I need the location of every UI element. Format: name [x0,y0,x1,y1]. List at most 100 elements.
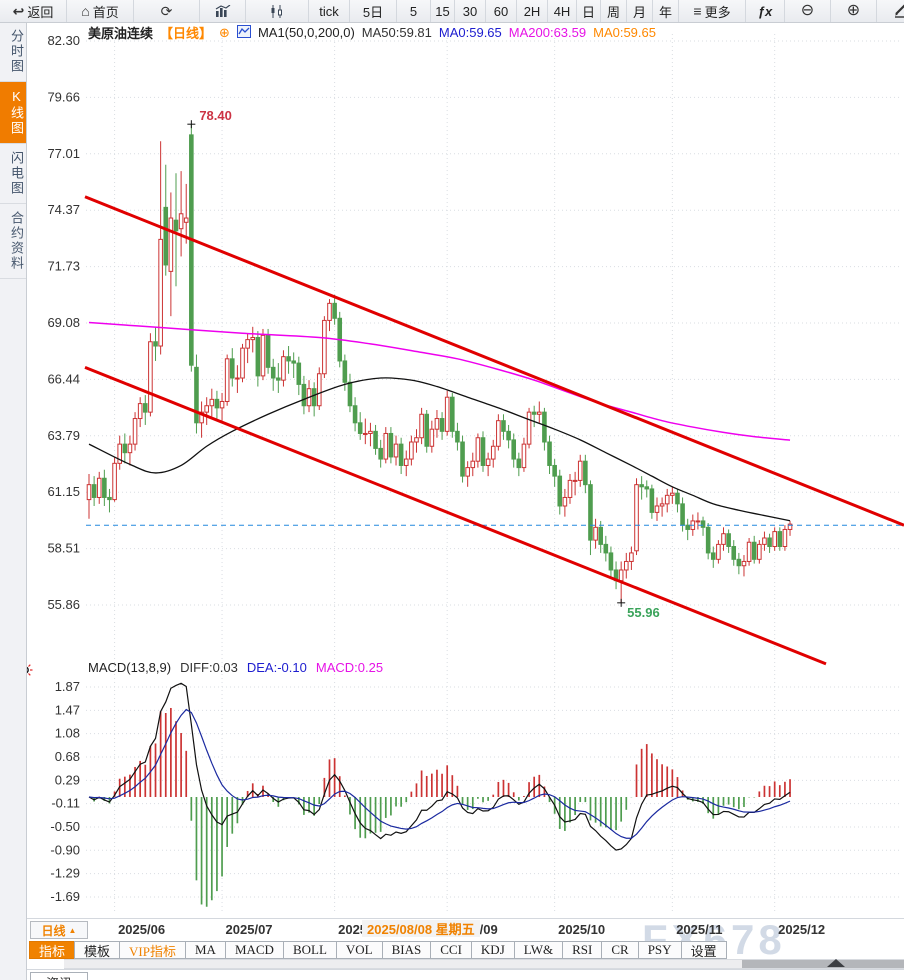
indicator-tabs: 指标 模板 VIP指标 MA MACD BOLL VOL BIAS CCI KDJ LW& RSI CR… [29,941,727,959]
period-label: 【日线】 [160,26,213,41]
svg-text:55.86: 55.86 [47,597,80,612]
svg-text:61.15: 61.15 [47,484,80,499]
xaxis-label: 2025/11 [676,922,723,937]
date-tooltip: 2025/08/08 星期五 [362,920,480,937]
sidebar-item-分时图[interactable]: 分时图 [0,22,26,82]
toolbar-pencil[interactable] [877,0,904,22]
news-tab[interactable]: 资讯 [30,972,88,980]
bottom-bar: 资讯 [0,969,904,980]
period-selector[interactable]: 日线 ▲ [30,921,88,939]
svg-text:74.37: 74.37 [47,202,80,217]
top-toolbar: ↩ 返回 ⌂ 首页 ⟳ tick 5日 5 15 30 60 2H 4H 日周月年 ≡ 更多 ƒx ⊖ ⊕ [0,0,904,23]
svg-text:-0.11: -0.11 [51,796,80,811]
toolbar-home[interactable]: ⌂ 首页 [67,0,134,22]
toolbar-button-tick[interactable]: tick [309,0,350,22]
toolbar-label: 30 [462,3,478,19]
ma0-orange-value: MA0:59.65 [593,25,656,40]
tab-MA[interactable]: MA [184,941,226,959]
toolbar-button-5[interactable]: 5 [397,0,431,22]
lower-trendline [84,365,827,666]
svg-text:1.47: 1.47 [55,702,80,717]
toolbar-button-2H[interactable]: 2H [517,0,548,22]
tab-KDJ[interactable]: KDJ [470,941,515,959]
ma0-blue-value: MA0:59.65 [438,25,502,40]
toolbar-button-年[interactable]: 年 [653,0,679,22]
ma200-line [88,321,791,441]
svg-text:71.73: 71.73 [47,259,80,274]
svg-text:0.29: 0.29 [55,772,80,787]
toolbar-button-15[interactable]: 15 [431,0,455,22]
axis-labels: 82.30 79.66 77.01 74.37 71.73 69.08 66.44 63.79… [47,33,80,904]
diff-value: DIFF:0.03 [180,660,238,675]
macd-params-label[interactable]: MACD(13,8,9) [88,660,172,675]
sidebar-item-K线图[interactable]: K线图 [0,82,26,144]
candles [86,124,793,603]
toolbar-label: 15 [435,3,450,19]
svg-text:-0.90: -0.90 [50,842,80,857]
scrollbar-thumb[interactable] [742,960,904,968]
refresh-icon: ⟳ [160,3,173,19]
toolbar-candlestick[interactable] [246,0,309,22]
toolbar-button-4H[interactable]: 4H [548,0,577,22]
toolbar-refresh[interactable]: ⟳ [134,0,200,22]
ma-settings[interactable]: MA1(50,0,200,0) [257,25,355,40]
collapse-arrow-icon[interactable] [827,959,845,967]
toolbar-zoom-out[interactable]: ⊖ [785,0,831,22]
gridlines [86,34,902,912]
tab-PSY[interactable]: PSY [637,941,682,959]
main-chart[interactable]: 78.40 55.96 82.30 79.66 77.01 74.37 71.73 69.08… [0,0,904,918]
tab-RSI[interactable]: RSI [562,941,603,959]
toolbar-label: 4H [553,3,571,19]
svg-text:63.79: 63.79 [47,428,80,443]
toolbar-button-5日[interactable]: 5日 [350,0,397,22]
toolbar-area-chart[interactable] [200,0,246,22]
horizontal-scrollbar[interactable] [64,959,904,969]
toolbar-fx[interactable]: ƒx [746,0,785,22]
tab-设置[interactable]: 设置 [680,941,727,959]
diff-line [88,682,791,851]
menu-icon: ≡ [693,3,702,19]
add-indicator-icon[interactable]: ⊕ [219,24,230,40]
svg-text:77.01: 77.01 [47,146,80,161]
toolbar-button-日[interactable]: 日 [577,0,601,22]
tab-CCI[interactable]: CCI [430,941,472,959]
xaxis-label: 2025/10 [558,922,606,937]
tab-VOL[interactable]: VOL [335,941,383,959]
svg-text:66.44: 66.44 [47,371,80,386]
area-chart-icon [215,5,231,17]
chart-header: 美原油连续 【日线】 ⊕ MA1(50,0,200,0) MA50:59.81 … [88,23,656,42]
tab-MACD[interactable]: MACD [224,941,284,959]
toolbar-menu[interactable]: ≡ 更多 [679,0,746,22]
toolbar-label: 更多 [704,4,731,20]
sidebar-item-合约资料[interactable]: 合约资料 [0,204,26,279]
macd-panel [88,682,791,907]
toolbar-button-月[interactable]: 月 [627,0,653,22]
upper-trendline [84,195,904,527]
toolbar-label: 2H [523,3,541,19]
toolbar-button-60[interactable]: 60 [486,0,517,22]
sidebar-item-闪电图[interactable]: 闪电图 [0,144,26,204]
toolbar-label: tick [319,3,339,19]
toolbar-button-周[interactable]: 周 [601,0,627,22]
toolbar-label: 首页 [92,4,119,20]
zoom-out-icon: ⊖ [800,2,815,19]
dea-line [88,708,791,839]
back-arrow-icon: ↩ [12,3,25,19]
ma50-value: MA50:59.81 [361,25,432,40]
svg-text:58.51: 58.51 [47,541,80,556]
tab-模板[interactable]: 模板 [74,941,121,959]
toolbar-button-30[interactable]: 30 [455,0,486,22]
tab-BIAS[interactable]: BIAS [381,941,432,959]
tab-指标[interactable]: 指标 [29,941,76,959]
tab-BOLL[interactable]: BOLL [282,941,337,959]
toolbar-label: 月 [632,4,646,20]
toolbar-zoom-in[interactable]: ⊕ [831,0,877,22]
pencil-icon [893,4,904,18]
toolbar-back-arrow[interactable]: ↩ 返回 [0,0,67,22]
low-price-label: 55.96 [627,605,660,620]
tab-VIP指标[interactable]: VIP指标 [119,941,186,959]
tab-LW&[interactable]: LW& [513,941,564,959]
chevron-up-icon: ▲ [68,925,77,935]
tab-CR[interactable]: CR [601,941,639,959]
